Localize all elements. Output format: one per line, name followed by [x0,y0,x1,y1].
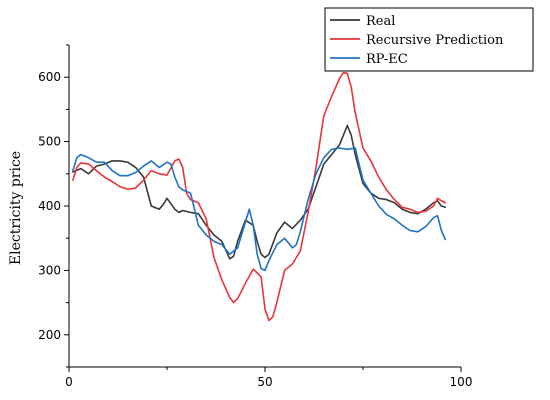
x-tick-label: 50 [257,375,272,389]
y-tick-label: 200 [38,328,61,342]
legend-box [324,7,534,72]
series-line-recursive-prediction [72,71,447,322]
legend: Real Recursive Prediction RP-EC [324,7,534,72]
series-line-rp-ec [72,147,447,272]
y-tick-label: 500 [38,135,61,149]
y-tick-label: 300 [38,263,61,277]
x-tick-label: 100 [450,375,473,389]
axes: 200 300 400 500 600 0 50 100 [38,44,473,389]
series-line-real [72,124,447,260]
plot-area [72,71,447,322]
legend-label: RP-EC [366,52,408,67]
y-tick-label: 600 [38,70,61,84]
legend-label: Real [366,14,395,29]
x-tick-label: 0 [65,375,73,389]
y-tick-label: 400 [38,199,61,213]
legend-label: Recursive Prediction [366,33,504,48]
y-axis-title: Electricity price [8,151,24,265]
